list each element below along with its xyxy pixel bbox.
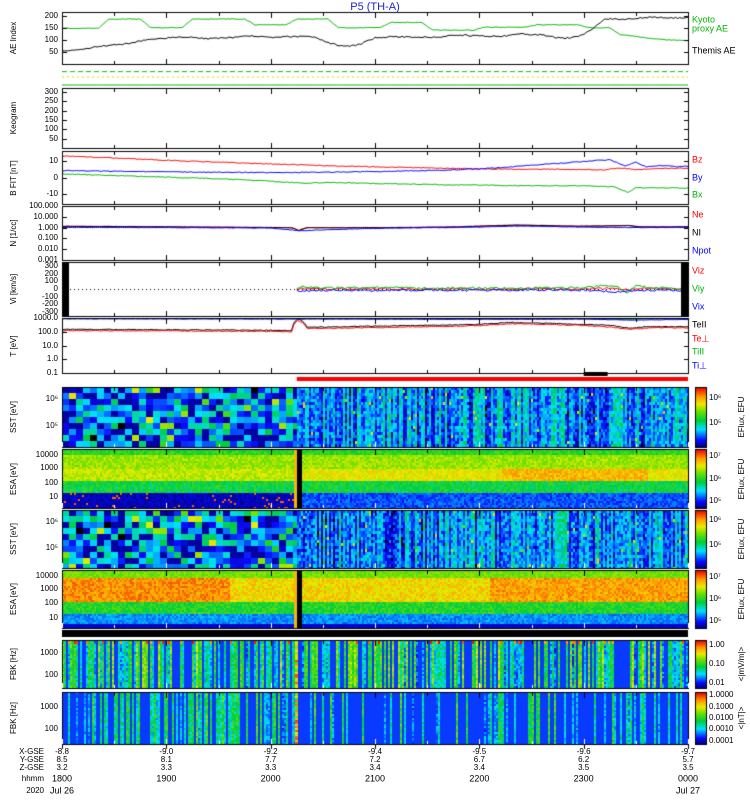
plot-canvas — [0, 0, 750, 800]
tplot-figure: P5 (TH-A) SST [eV] 10⁶ 10⁵ 10⁶ 10⁵ EFlux, EFU… — [0, 0, 750, 800]
